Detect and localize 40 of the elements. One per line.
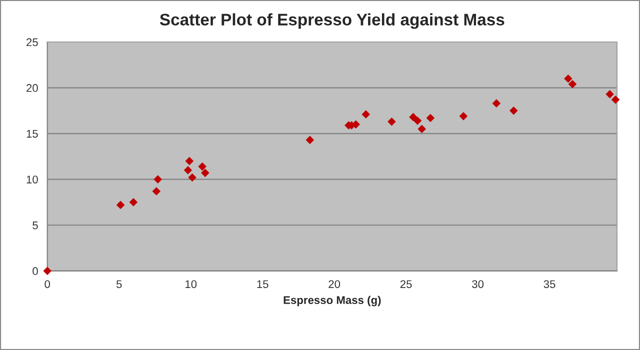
point	[116, 200, 125, 209]
point	[188, 173, 196, 182]
y-tick-label: 25	[26, 38, 38, 46]
point	[198, 162, 206, 171]
point	[152, 187, 160, 196]
point	[154, 175, 162, 184]
y-tick-label: 5	[32, 222, 38, 230]
point	[185, 157, 194, 166]
point	[129, 198, 138, 206]
point	[492, 99, 500, 108]
x-tick-label: 35	[544, 280, 556, 288]
point	[306, 136, 314, 144]
point	[459, 112, 468, 120]
y-tick-label: 10	[26, 176, 38, 184]
x-tick-label: 15	[257, 280, 268, 288]
x-axis-title: Espresso Mass (g)	[284, 296, 381, 306]
point	[184, 166, 192, 174]
point	[564, 74, 572, 83]
point	[510, 106, 518, 115]
x-tick-label: 30	[472, 280, 484, 288]
point	[409, 113, 418, 122]
y-tick-label: 15	[26, 130, 38, 138]
point	[606, 90, 614, 98]
x-tick-label: 0	[44, 280, 50, 288]
point	[43, 266, 52, 275]
x-tick-label: 10	[186, 280, 197, 288]
x-tick-label: 5	[116, 280, 122, 288]
point	[418, 124, 426, 134]
point	[201, 168, 210, 177]
x-tick-label: 20	[328, 280, 340, 288]
y-tick-label: 0	[32, 267, 38, 276]
point	[388, 118, 396, 126]
chart-title: Scatter Plot of Espresso Yield against Mass	[160, 13, 504, 29]
x-tick-label: 25	[400, 280, 412, 288]
point	[426, 114, 434, 122]
y-tick-label: 20	[26, 84, 38, 92]
point	[362, 110, 370, 118]
point	[612, 96, 620, 104]
point	[568, 80, 577, 88]
point	[414, 116, 422, 125]
